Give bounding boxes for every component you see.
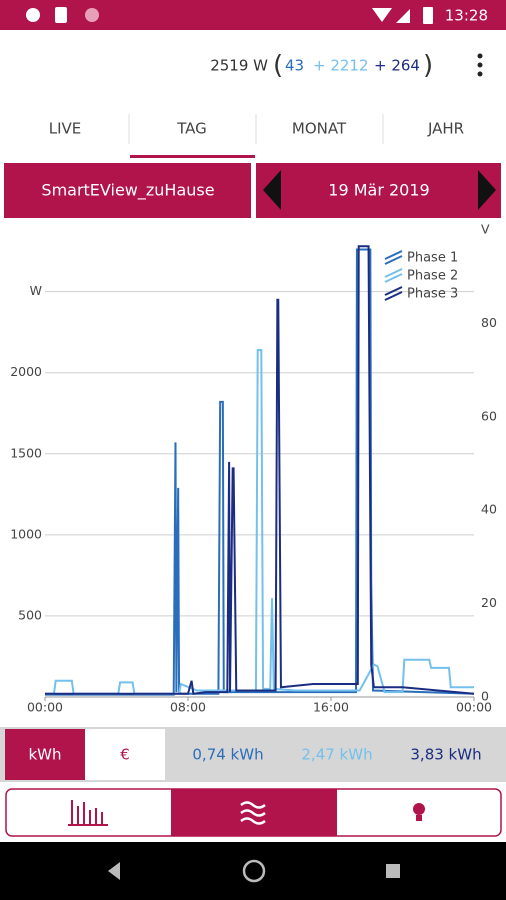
sd-icon — [55, 7, 67, 23]
view-bars[interactable] — [68, 800, 108, 826]
x-tick-label: 16:00 — [313, 700, 349, 715]
paren-close: ) — [423, 51, 433, 81]
nav-bar — [0, 842, 506, 900]
phase2-power: + 2212 — [313, 57, 369, 75]
tab[interactable]: MONAT — [292, 120, 347, 138]
next-day[interactable] — [478, 170, 496, 210]
nav-home[interactable] — [242, 859, 266, 883]
signal-icon — [396, 9, 410, 23]
unit-eur: € — [120, 746, 130, 764]
y2-tick-label: 80 — [481, 315, 497, 330]
settings-icon — [26, 8, 40, 22]
unit-eur-button[interactable] — [85, 729, 165, 780]
view-tips[interactable] — [413, 803, 425, 821]
legend-label: Phase 3 — [407, 287, 458, 302]
legend-swatch — [384, 250, 403, 265]
device-selector[interactable] — [4, 163, 251, 218]
device-name: SmartEView_zuHause — [41, 181, 214, 201]
legend-label: Phase 1 — [407, 251, 458, 266]
status-bar — [0, 0, 506, 30]
legend-swatch — [384, 286, 403, 301]
date-selector — [256, 163, 501, 218]
x-tick-label: 00:00 — [456, 700, 492, 715]
chart: 500 1000 1500 2000 W 0 20 40 60 80 V 00:00 08:00 16:0… — [10, 222, 497, 715]
y-tick-label: 2000 — [10, 364, 42, 379]
unit-kwh: kWh — [28, 746, 61, 764]
x-tick-label: 00:00 — [27, 700, 63, 715]
app-icon — [85, 8, 99, 22]
y2-tick-label: 60 — [481, 408, 497, 423]
unit-kwh-button[interactable] — [5, 729, 85, 780]
menu-button[interactable] — [477, 53, 483, 77]
date: 19 Mär 2019 — [328, 181, 429, 200]
curve-icon — [240, 801, 266, 825]
y2-tick-label: 40 — [481, 502, 497, 517]
phase1-power: 43 — [285, 57, 304, 75]
tab[interactable]: JAHR — [427, 120, 464, 138]
y-tick-label: W — [30, 283, 42, 298]
y2-tick-label: 0 — [481, 689, 489, 704]
battery-icon — [423, 7, 433, 24]
wifi-icon — [372, 8, 392, 22]
legend-label: Phase 2 — [407, 269, 458, 284]
prev-day[interactable] — [263, 170, 281, 210]
nav-back[interactable] — [108, 862, 120, 880]
series-line — [45, 248, 475, 696]
legend-swatch — [384, 268, 403, 283]
series-line — [45, 348, 474, 695]
y2-tick-label: 20 — [481, 595, 497, 610]
nav-recent[interactable] — [386, 864, 400, 878]
x-tick-label: 08:00 — [170, 700, 206, 715]
total-power: 2519 W — [210, 57, 268, 75]
y-tick-label: 1000 — [10, 526, 42, 541]
tab-bar: LIVE TAG MONAT JAHR — [49, 114, 464, 144]
tab[interactable]: LIVE — [49, 120, 82, 138]
phase2-total: 2,47 kWh — [301, 746, 372, 764]
tab[interactable]: TAG — [176, 120, 207, 138]
phase3-power: + 264 — [374, 57, 420, 75]
clock: 13:28 — [445, 7, 488, 25]
tab-indicator — [130, 155, 255, 158]
y-tick-label: 500 — [18, 607, 42, 622]
series-line — [45, 245, 475, 695]
y2-axis-label: V — [481, 222, 490, 237]
phase1-total: 0,74 kWh — [192, 746, 263, 764]
phase3-total: 3,83 kWh — [410, 746, 481, 764]
paren-open: ( — [273, 51, 283, 81]
y-tick-label: 1500 — [10, 445, 42, 460]
